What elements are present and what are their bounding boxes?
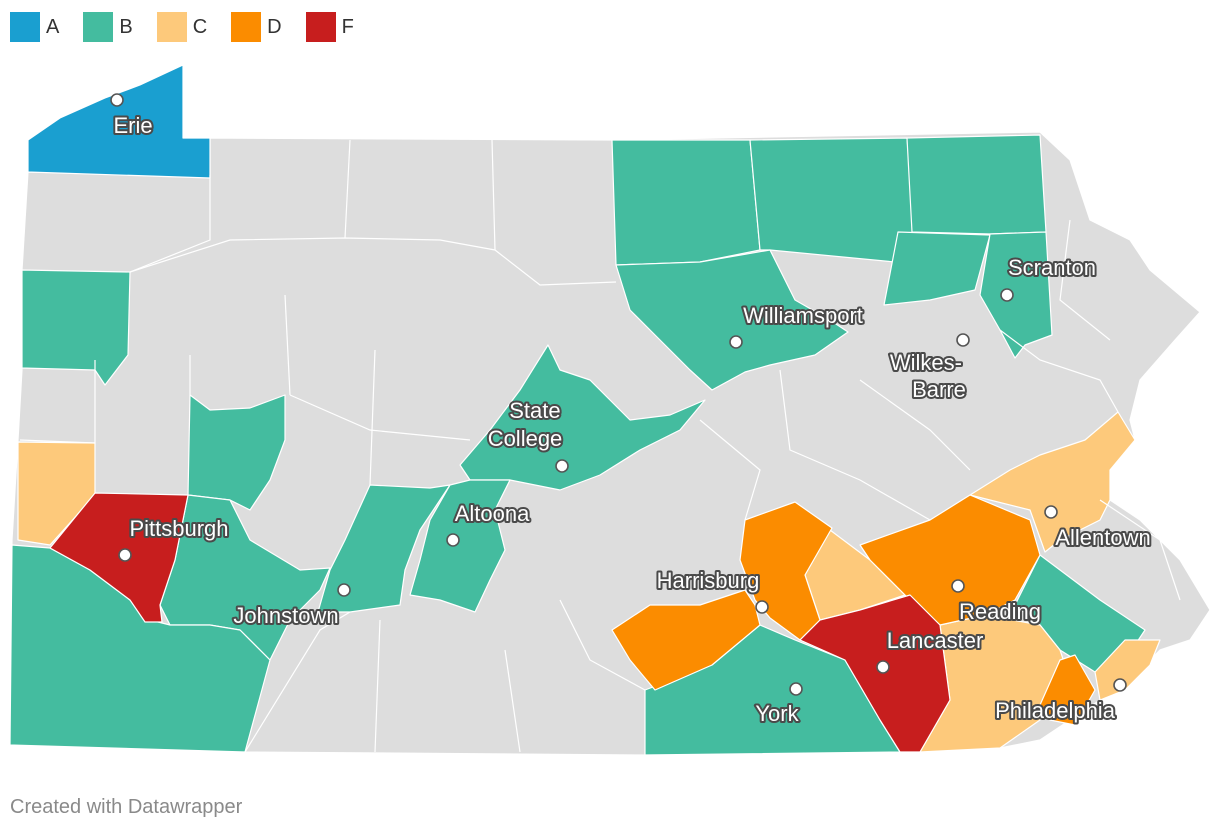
- city-label-harrisburg: Harrisburg: [657, 568, 760, 593]
- legend-item-b: B: [83, 12, 133, 42]
- city-reading: Reading: [951, 579, 1043, 626]
- city-dot-erie: [110, 93, 124, 107]
- county-northampton-lehigh: [969, 411, 1136, 553]
- legend-swatch-d: [231, 12, 262, 42]
- legend-label-b: B: [119, 15, 133, 38]
- legend-item-d: D: [231, 12, 282, 42]
- city-dot-lancaster: [876, 660, 890, 674]
- county-lancaster: [799, 594, 951, 753]
- city-scranton: Scranton: [1000, 253, 1098, 302]
- city-label-state-college-line2: College: [488, 426, 563, 451]
- city-dot-harrisburg: [755, 600, 769, 614]
- legend-swatch-b: [83, 12, 114, 42]
- city-dot-wilkes-barre: [956, 333, 970, 347]
- county-centre: [459, 344, 706, 491]
- city-dot-williamsport: [729, 335, 743, 349]
- county-bucks-lower: [1094, 639, 1161, 701]
- legend-swatch-f: [305, 12, 336, 42]
- city-altoona: Altoona: [446, 499, 532, 547]
- county-blair: [409, 479, 511, 613]
- city-philadelphia: Philadelphia: [993, 678, 1127, 725]
- city-label-scranton: Scranton: [1008, 255, 1096, 280]
- city-label-state-college-line1: State: [509, 398, 560, 423]
- legend-item-c: C: [156, 12, 208, 42]
- legend-label-d: D: [267, 15, 282, 38]
- city-label-johnstown: Johnstown: [233, 603, 338, 628]
- county-westmoreland: [159, 494, 331, 661]
- legend-label-c: C: [192, 15, 208, 38]
- county-lackawanna: [979, 231, 1053, 359]
- county-delaware: [1039, 654, 1096, 726]
- city-dot-pittsburgh: [118, 548, 132, 562]
- county-cambria: [317, 484, 451, 613]
- city-label-wilkes-barre-line2: Barre: [912, 377, 966, 402]
- city-wilkes-barre: Wilkes- Barre: [888, 333, 970, 404]
- city-lancaster: Lancaster: [876, 626, 985, 674]
- city-label-altoona: Altoona: [455, 501, 530, 526]
- legend-label-f: F: [341, 15, 354, 38]
- county-berks: [859, 494, 1041, 626]
- city-williamsport: Williamsport: [729, 301, 865, 349]
- city-label-lancaster: Lancaster: [887, 628, 984, 653]
- county-bradford: [749, 137, 916, 263]
- city-label-pittsburgh: Pittsburgh: [129, 516, 228, 541]
- city-state-college: State College: [486, 396, 569, 473]
- city-dot-philadelphia: [1113, 678, 1127, 692]
- county-wyoming: [883, 231, 991, 306]
- legend-swatch-a: [10, 12, 40, 42]
- city-label-state-college: State College: [488, 398, 567, 451]
- city-dot-reading: [951, 579, 965, 593]
- city-pittsburgh: Pittsburgh: [118, 514, 231, 562]
- city-label-york: York: [755, 701, 799, 726]
- legend-item-f: F: [305, 12, 354, 42]
- county-susquehanna: [906, 134, 1047, 235]
- city-dot-allentown: [1044, 505, 1058, 519]
- city-label-philadelphia: Philadelphia: [995, 698, 1116, 723]
- legend-item-a: A: [10, 12, 59, 42]
- county-erie: [27, 64, 211, 179]
- city-dot-altoona: [446, 533, 460, 547]
- county-lycoming: [615, 249, 849, 391]
- city-johnstown: Johnstown: [231, 583, 351, 630]
- city-dot-state-college: [555, 459, 569, 473]
- county-crawford-mercer: [21, 269, 131, 386]
- city-label-wilkes-barre: Wilkes- Barre: [890, 350, 968, 402]
- city-label-williamsport: Williamsport: [743, 303, 863, 328]
- legend-swatch-c: [156, 12, 187, 42]
- city-erie: Erie: [110, 93, 155, 140]
- city-label-erie: Erie: [113, 113, 152, 138]
- city-dot-scranton: [1000, 288, 1014, 302]
- interior-county-lines: [19, 139, 1181, 753]
- county-cumberland: [611, 589, 761, 691]
- city-label-reading: Reading: [959, 599, 1041, 624]
- city-york: York: [753, 682, 803, 728]
- legend: A B C D F: [10, 12, 378, 42]
- city-allentown: Allentown: [1044, 505, 1153, 552]
- city-label-allentown: Allentown: [1055, 525, 1150, 550]
- county-tioga: [611, 139, 761, 266]
- city-dot-york: [789, 682, 803, 696]
- city-label-wilkes-barre-line1: Wilkes-: [890, 350, 962, 375]
- legend-label-a: A: [46, 15, 60, 38]
- city-dot-johnstown: [337, 583, 351, 597]
- city-harrisburg: Harrisburg: [655, 566, 769, 614]
- footer-credit: Created with Datawrapper: [10, 796, 243, 818]
